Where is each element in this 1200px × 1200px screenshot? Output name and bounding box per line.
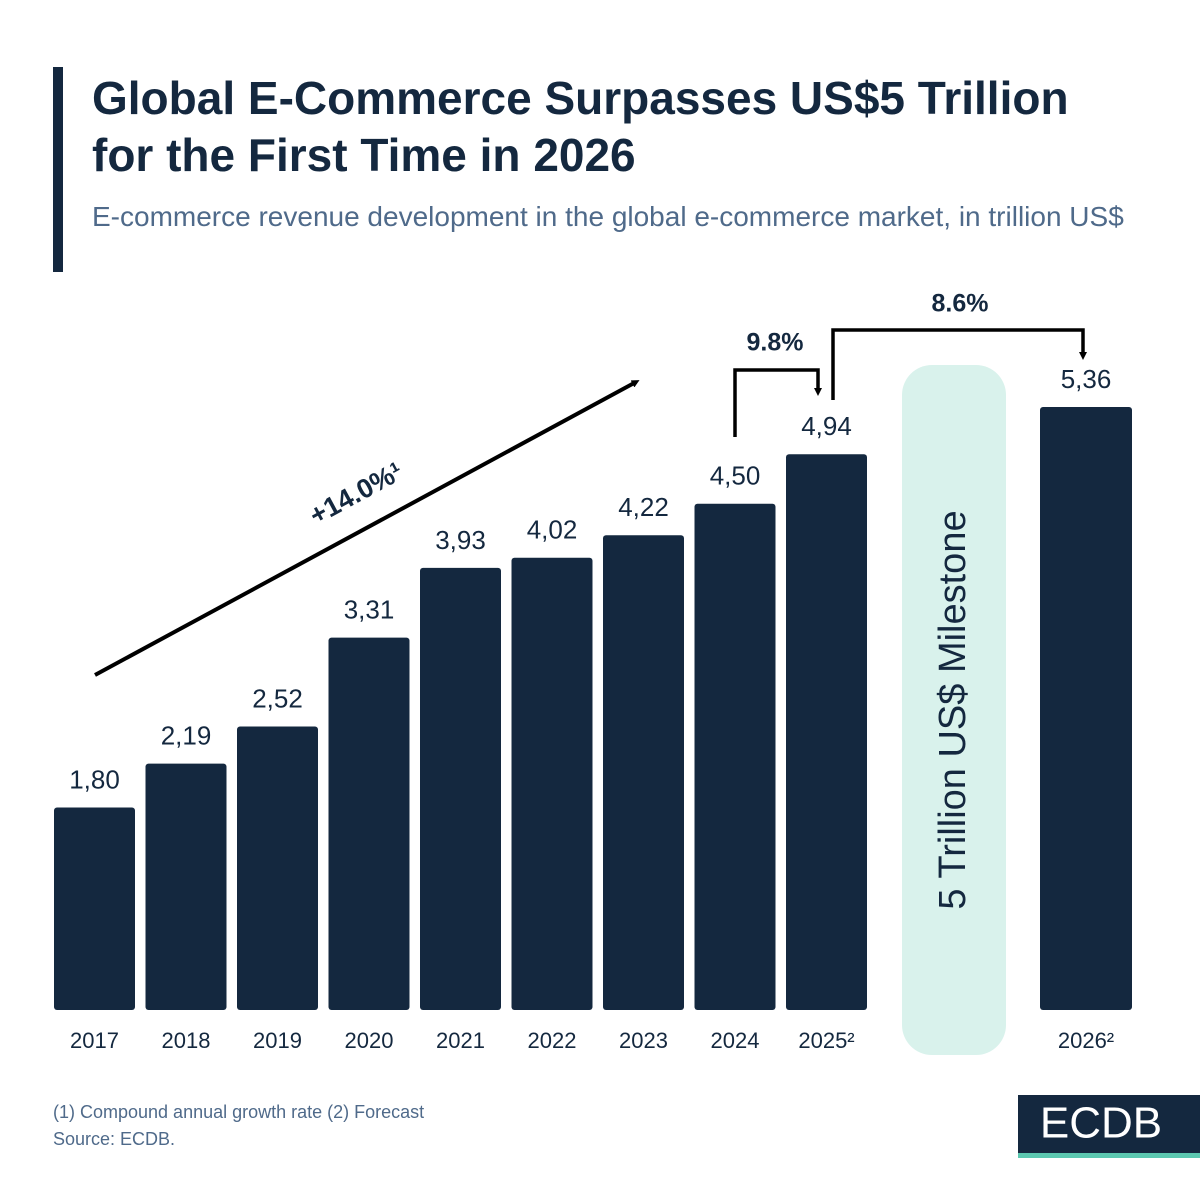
bar [420, 567, 501, 1010]
logo-box [1018, 1095, 1200, 1153]
bar [1040, 407, 1132, 1010]
x-tick-label: 2017 [70, 1028, 119, 1053]
bar [694, 503, 776, 1010]
x-tick-label: 2024 [711, 1028, 760, 1053]
value-label: 2,52 [252, 683, 303, 713]
x-tick-label: 2025² [798, 1028, 854, 1053]
value-label: 4,94 [801, 411, 852, 441]
bar [145, 763, 227, 1010]
cagr-arrow [94, 380, 640, 677]
bar [54, 807, 135, 1010]
value-label: 2,19 [161, 721, 212, 751]
logo: ECDB [1040, 1099, 1162, 1148]
chart-title: Global E-Commerce Surpasses US$5 Trillio… [92, 72, 1069, 181]
growth-arrow [733, 368, 822, 437]
x-tick-label: 2019 [253, 1028, 302, 1053]
logo-underline [1018, 1153, 1200, 1158]
value-label: 4,22 [618, 492, 669, 522]
growth-label: 9.8% [747, 329, 804, 357]
source: Source: ECDB. [53, 1129, 175, 1149]
x-tick-label: 2020 [345, 1028, 394, 1053]
bar [328, 637, 410, 1010]
x-tick-label: 2021 [436, 1028, 485, 1053]
milestone-label: 5 Trillion US$ Milestone [932, 510, 974, 909]
value-label: 3,93 [435, 525, 486, 555]
value-label: 1,80 [69, 764, 120, 794]
bar [511, 557, 593, 1010]
footnote: (1) Compound annual growth rate (2) Fore… [53, 1102, 424, 1122]
cagr-label: +14.0%¹ [304, 456, 407, 531]
value-label: 4,50 [710, 461, 761, 491]
chart-subtitle: E-commerce revenue development in the gl… [92, 201, 1124, 232]
x-tick-label: 2018 [162, 1028, 211, 1053]
bar [786, 454, 867, 1010]
value-label: 5,36 [1061, 364, 1112, 394]
accent-bar [53, 67, 63, 272]
bar [603, 535, 684, 1010]
growth-label: 8.6% [932, 290, 989, 318]
value-label: 3,31 [344, 595, 395, 625]
x-tick-label: 2022 [528, 1028, 577, 1053]
milestone-band [902, 365, 1006, 1055]
growth-arrow [831, 328, 1087, 400]
x-tick-label: 2026² [1058, 1028, 1114, 1053]
value-label: 4,02 [527, 515, 578, 545]
x-tick-label: 2023 [619, 1028, 668, 1053]
bar [237, 726, 318, 1010]
